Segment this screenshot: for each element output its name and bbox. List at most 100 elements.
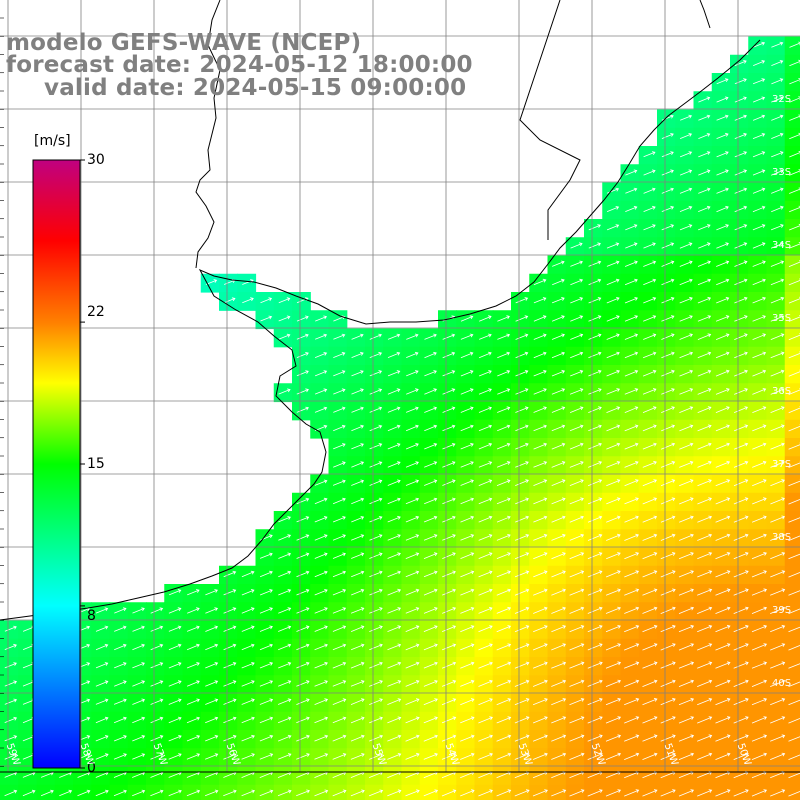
wind-arrow (223, 716, 237, 724)
wind-arrow (4, 662, 17, 669)
wind-arrow (788, 625, 800, 633)
wind-arrow (697, 424, 712, 432)
wind-cell (602, 565, 622, 585)
wind-cell (474, 383, 494, 403)
wind-arrow (350, 698, 365, 705)
wind-arrow (205, 680, 219, 687)
wind-cell (91, 748, 111, 768)
wind-arrow (333, 370, 346, 377)
wind-cell (438, 711, 457, 731)
wind-cell (328, 529, 348, 549)
wind-arrow (132, 789, 146, 797)
wind-arrow (642, 369, 657, 377)
wind-arrow (186, 716, 200, 724)
wind-cell (456, 474, 476, 494)
wind-cell (292, 565, 311, 585)
wind-arrow (679, 315, 693, 322)
colorbar-tick-label: 30 (87, 152, 105, 168)
wind-cell (200, 784, 220, 800)
wind-cell (456, 675, 476, 695)
wind-arrow (624, 661, 640, 669)
wind-arrow (698, 224, 711, 231)
wind-arrow (771, 169, 784, 176)
wind-arrow (606, 224, 620, 231)
wind-arrow (605, 570, 621, 578)
wind-arrow (605, 588, 621, 596)
wind-arrow (715, 789, 731, 797)
wind-cell (401, 511, 421, 530)
wind-cell (748, 365, 768, 384)
wind-arrow (387, 570, 401, 578)
wind-arrow (753, 41, 766, 48)
wind-arrow (642, 442, 657, 450)
wind-arrow (296, 388, 309, 395)
border-line (195, 0, 221, 269)
wind-arrow (4, 625, 17, 632)
wind-cell (401, 456, 421, 476)
wind-arrow (514, 752, 530, 760)
wind-arrow (369, 680, 383, 687)
wind-arrow (114, 680, 127, 687)
wind-arrow (679, 296, 693, 304)
wind-arrow (789, 59, 800, 67)
wind-arrow (697, 515, 713, 523)
wind-arrow (405, 479, 420, 486)
wind-cell (346, 784, 366, 800)
wind-arrow (660, 752, 676, 760)
wind-cell (511, 693, 530, 713)
wind-arrow (369, 479, 383, 486)
wind-arrow (551, 369, 566, 377)
wind-arrow (168, 789, 182, 797)
wind-arrow (278, 661, 292, 669)
wind-cell (529, 401, 549, 421)
wind-cell (766, 784, 786, 800)
wind-arrow (570, 278, 584, 286)
wind-arrow (678, 697, 695, 706)
wind-arrow (460, 515, 475, 523)
wind-arrow (478, 370, 492, 377)
wind-cell (292, 292, 311, 311)
wind-cell (401, 693, 421, 713)
wind-arrow (734, 242, 748, 249)
wind-cell (0, 711, 19, 731)
wind-arrow (733, 624, 749, 633)
wind-arrow (496, 643, 512, 651)
wind-cell (474, 438, 494, 457)
wind-cell (438, 620, 457, 640)
wind-arrow (405, 698, 420, 705)
lat-label: 32S (772, 94, 792, 105)
wind-arrow (751, 588, 768, 596)
wind-arrow (788, 406, 800, 414)
wind-arrow (624, 351, 639, 359)
wind-arrow (332, 497, 346, 505)
wind-arrow (478, 588, 493, 596)
wind-arrow (698, 242, 711, 249)
wind-arrow (551, 515, 566, 523)
wind-arrow (698, 205, 711, 212)
wind-arrow (515, 370, 529, 377)
wind-arrow (442, 479, 456, 486)
wind-arrow (533, 351, 547, 359)
wind-arrow (424, 497, 438, 505)
wind-arrow (733, 552, 749, 560)
wind-arrow (95, 789, 109, 797)
wind-arrow (661, 315, 675, 322)
colorbar-gradient (32, 159, 81, 769)
wind-arrow (223, 753, 237, 760)
wind-cell (200, 675, 220, 695)
wind-arrow (478, 679, 493, 687)
wind-arrow (716, 187, 729, 194)
wind-cell (748, 182, 768, 202)
wind-arrow (497, 315, 510, 322)
wind-cell (529, 638, 549, 658)
wind-arrow (605, 679, 622, 687)
wind-arrow (788, 515, 800, 523)
wind-arrow (132, 716, 146, 724)
wind-arrow (752, 369, 767, 377)
wind-arrow (625, 224, 638, 231)
wind-arrow (187, 589, 200, 596)
wind-cell (164, 784, 184, 800)
wind-arrow (697, 588, 713, 596)
wind-cell (511, 748, 530, 768)
wind-arrow (734, 351, 748, 359)
